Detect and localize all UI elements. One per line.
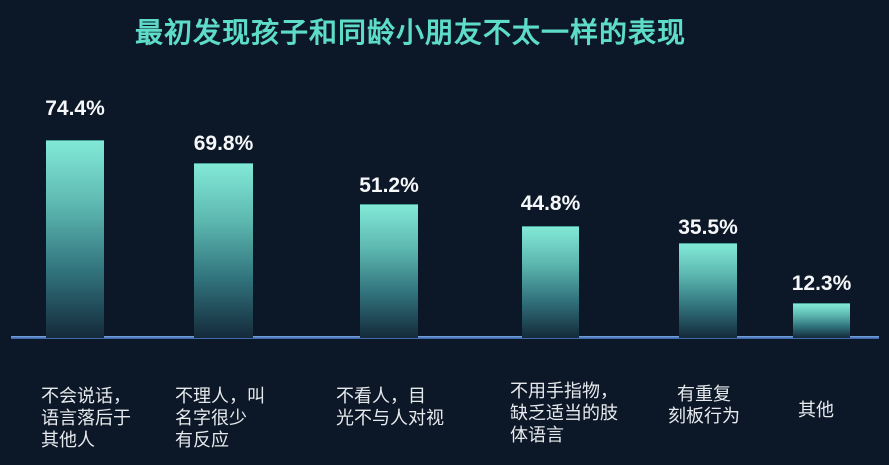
category-label-line: 有重复 <box>677 384 731 404</box>
bar <box>360 204 418 338</box>
category-label-line: 不会说话， <box>41 386 131 406</box>
x-axis-line <box>11 336 879 339</box>
category-label-line: 语言落后于 <box>41 408 131 428</box>
category-label: 不看人，目 光不与人对视 <box>336 385 444 429</box>
chart-title: 最初发现孩子和同龄小朋友不太一样的表现 <box>135 17 687 48</box>
category-label-line: 其他 <box>798 400 834 420</box>
category-label-line: 缺乏适当的肢 <box>510 403 618 423</box>
category-label: 其他 <box>798 399 834 421</box>
category-label-line: 不理人，叫 <box>175 386 265 406</box>
bar-value-label: 12.3% <box>791 272 852 295</box>
category-label-line: 光不与人对视 <box>336 408 444 428</box>
category-label-line: 刻板行为 <box>668 406 740 426</box>
category-label-line: 有反应 <box>175 430 229 450</box>
category-label: 不理人，叫 名字很少 有反应 <box>175 385 265 451</box>
bar <box>679 243 737 338</box>
bar-value-label: 35.5% <box>678 216 738 239</box>
bar <box>194 163 253 338</box>
bar-value-label: 44.8% <box>520 192 581 215</box>
bar <box>793 303 850 338</box>
bar <box>522 226 579 338</box>
category-label: 不会说话， 语言落后于 其他人 <box>41 385 131 451</box>
category-label-line: 其他人 <box>41 430 95 450</box>
category-label-line: 名字很少 <box>175 408 247 428</box>
bar-value-label: 74.4% <box>45 97 105 120</box>
bar-value-label: 69.8% <box>193 132 254 155</box>
bar-value-label: 51.2% <box>359 174 419 197</box>
category-label: 不用手指物， 缺乏适当的肢 体语言 <box>510 380 618 446</box>
category-label-line: 体语言 <box>510 425 564 445</box>
category-label-line: 不看人，目 <box>336 386 426 406</box>
category-label: 有重复 刻板行为 <box>668 383 740 427</box>
bar <box>46 140 104 338</box>
category-label-line: 不用手指物， <box>510 381 618 401</box>
